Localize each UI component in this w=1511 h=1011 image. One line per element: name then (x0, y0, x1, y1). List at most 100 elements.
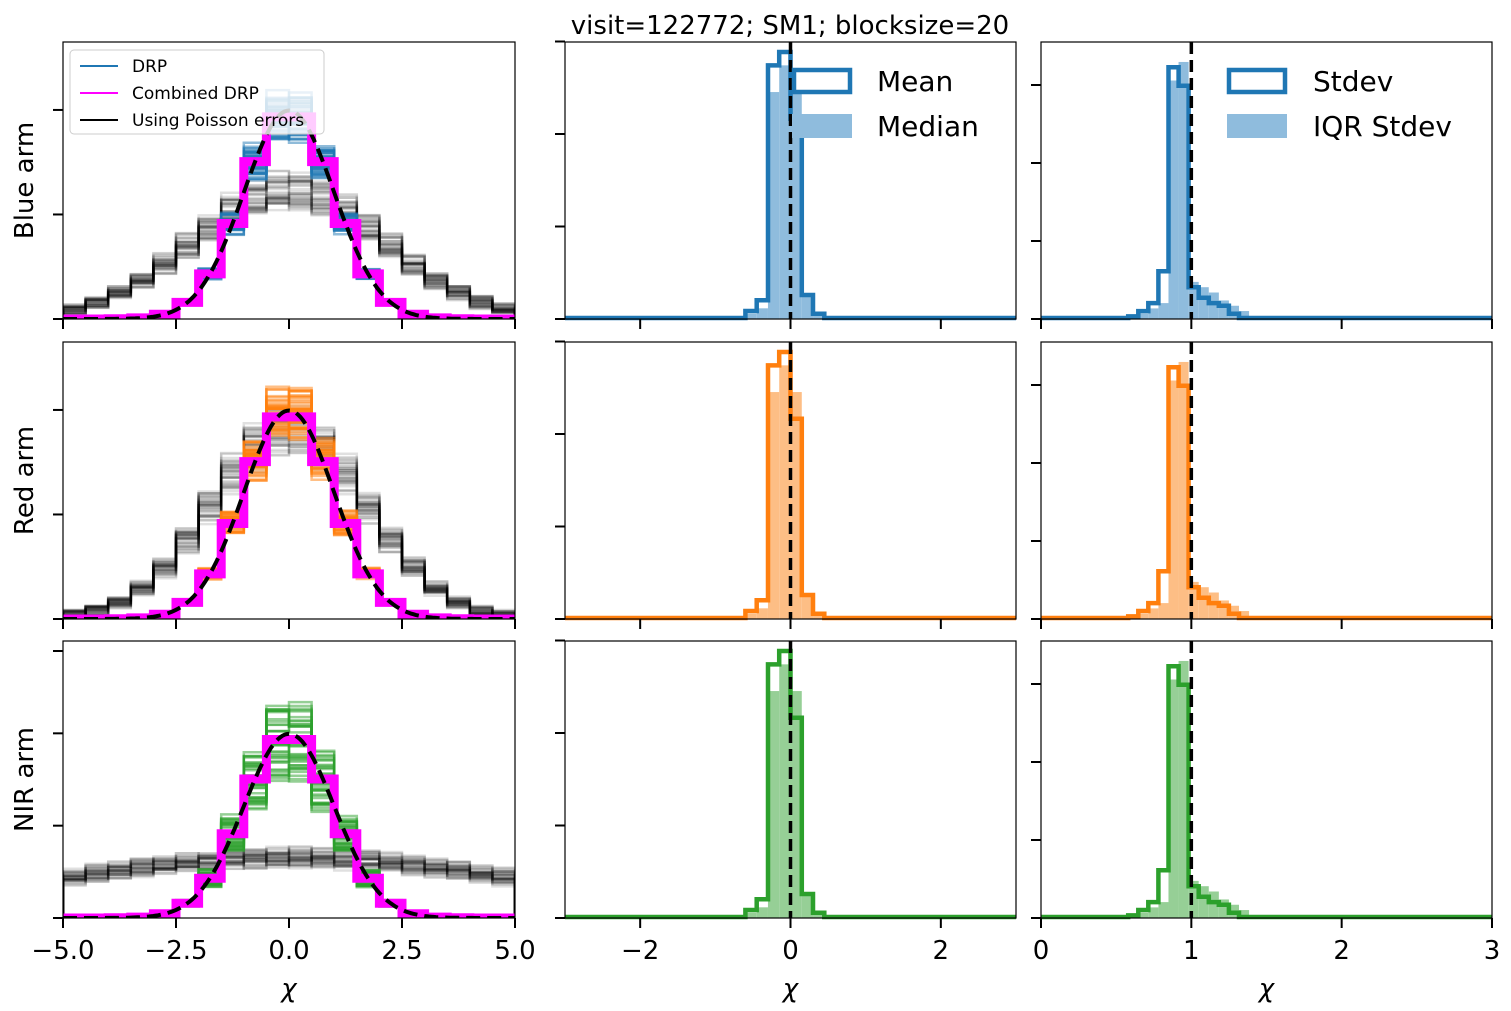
iqr-bar (1238, 611, 1250, 619)
iqr-bar (1148, 308, 1159, 319)
panel-stdev-blue: Stdev IQR Stdev (1031, 41, 1493, 329)
iqr-bar (1138, 313, 1149, 319)
median-bar (801, 594, 814, 619)
iqr-bar (1198, 886, 1209, 918)
x-tick-label: 2 (933, 936, 950, 966)
poisson-hist (63, 442, 515, 619)
poisson-hist (63, 199, 515, 319)
plot-area (63, 700, 515, 918)
panel-mean-blue: Mean Median (555, 40, 1017, 329)
poisson-hist (63, 852, 515, 918)
drp-hist (63, 761, 515, 918)
legend-swatch-filled (792, 114, 852, 138)
legend-swatch-step (791, 67, 853, 95)
drp-hist (63, 759, 515, 918)
poisson-hist (63, 853, 515, 918)
poisson-hist (63, 201, 515, 319)
poisson-hist (63, 171, 515, 319)
legend-swatch-step (1226, 67, 1288, 95)
median-bar (756, 308, 768, 319)
poisson-hist (63, 855, 515, 918)
poisson-hist (63, 848, 515, 918)
iqr-bar (1148, 608, 1159, 619)
panel-frame (1040, 640, 1493, 919)
gaussian-reference-line (63, 408, 515, 619)
median-bar (801, 294, 814, 319)
poisson-hist (63, 175, 515, 319)
poisson-hist (63, 202, 515, 319)
panel-chi-nir: −5.0 −2.5 0.0 2.5 5.0 χ NIR arm (10, 640, 536, 1004)
median-bar (813, 313, 825, 319)
panel-chi-blue: Blue arm DRP Combined DRP Using Poisson err… (10, 41, 516, 329)
poisson-hist (63, 847, 515, 918)
poisson-hist (63, 845, 515, 918)
poisson-hist (63, 195, 515, 319)
poisson-hist (63, 850, 515, 918)
median-bar (767, 92, 780, 319)
x-tick-label: −2 (621, 936, 659, 966)
median-bar (801, 893, 814, 918)
poisson-hist (63, 856, 515, 918)
poisson-hist (63, 201, 515, 319)
median-bar (779, 664, 791, 918)
iqr-bar (1168, 679, 1179, 918)
poisson-hist (63, 851, 515, 918)
iqr-bar (1138, 912, 1149, 918)
plot-area (63, 385, 515, 619)
drp-hist (63, 769, 515, 918)
poisson-hist (63, 179, 515, 319)
drp-hist (63, 768, 515, 918)
poisson-hist (63, 854, 515, 918)
median-bar (756, 608, 768, 619)
median-bar (813, 912, 825, 918)
x-tick-label: 0 (1033, 936, 1050, 966)
poisson-hist (63, 201, 515, 319)
iqr-bar (1208, 292, 1219, 319)
poisson-hist (63, 859, 515, 918)
x-tick-label: −5.0 (31, 936, 94, 966)
poisson-hist (63, 169, 515, 319)
poisson-hist (63, 857, 515, 918)
iqr-bar (1158, 902, 1169, 918)
poisson-hist (63, 442, 515, 619)
panel-mean-red (555, 340, 1017, 629)
poisson-hist (63, 857, 515, 918)
panel-frame (1040, 341, 1493, 620)
poisson-hist (63, 206, 515, 319)
poisson-hist (63, 845, 515, 918)
gaussian-reference-line (63, 731, 515, 918)
iqr-bar (1158, 603, 1169, 619)
poisson-hist (63, 850, 515, 918)
iqr-bar (1208, 592, 1219, 619)
row-label-blue: Blue arm (10, 122, 40, 239)
median-bar (790, 691, 802, 918)
poisson-hist (63, 190, 515, 319)
poisson-hist (63, 445, 515, 619)
poisson-hist (63, 856, 515, 918)
poisson-hist (63, 849, 515, 918)
iqr-bar (1218, 300, 1229, 319)
poisson-hist (63, 845, 515, 918)
iqr-bar (1158, 303, 1169, 319)
median-bar (745, 613, 757, 619)
poisson-hist (63, 858, 515, 918)
legend-label: IQR Stdev (1313, 110, 1452, 143)
poisson-hist (63, 854, 515, 918)
poisson-hist (63, 176, 515, 319)
poisson-hist (63, 199, 515, 319)
iqr-bar (1208, 891, 1219, 918)
median-bar (745, 313, 757, 319)
row-label-nir: NIR arm (10, 727, 40, 832)
stdev-step (1041, 664, 1492, 920)
poisson-hist (63, 855, 515, 918)
poisson-hist (63, 196, 515, 319)
legend-box (69, 49, 325, 135)
drp-hist (63, 763, 515, 918)
poisson-hist (63, 179, 515, 319)
iqr-bar (1188, 281, 1199, 319)
poisson-hist (63, 175, 515, 319)
poisson-hist (63, 847, 515, 918)
x-tick-label: 0 (782, 936, 799, 966)
poisson-hist (63, 861, 515, 918)
drp-hist (63, 767, 515, 918)
